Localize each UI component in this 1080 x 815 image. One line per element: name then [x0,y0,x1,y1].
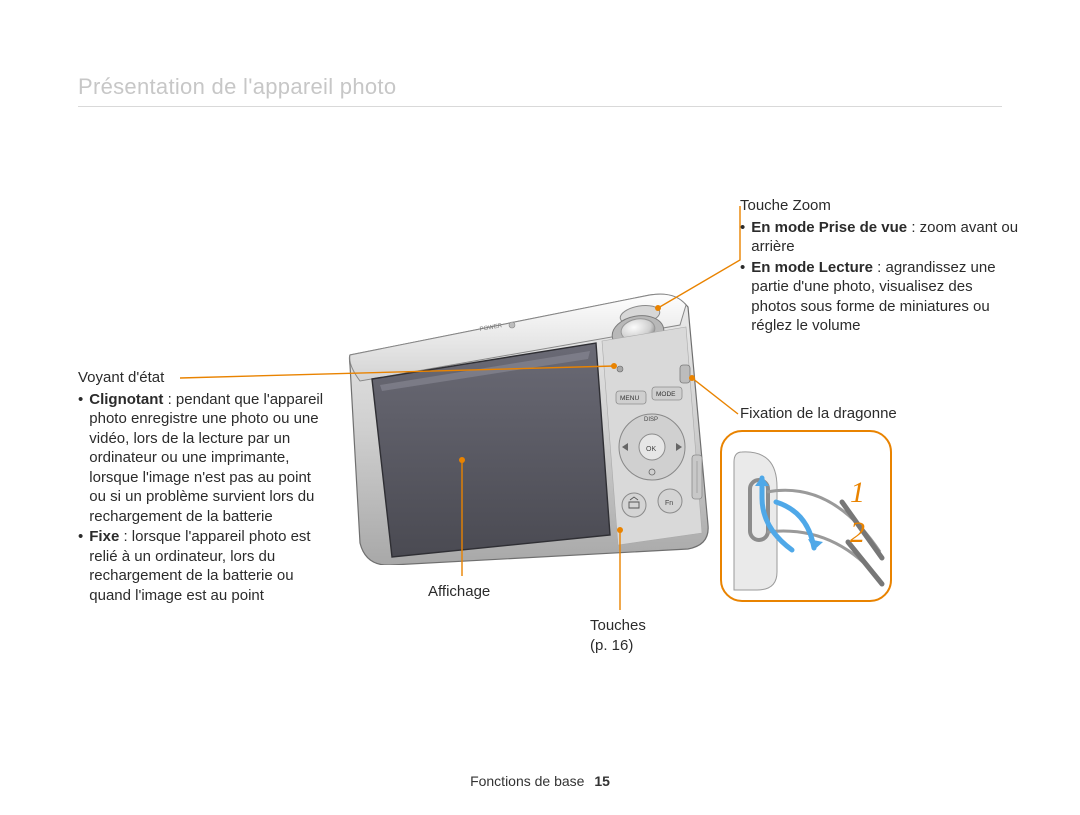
page-footer: Fonctions de base 15 [0,773,1080,789]
status-title: Voyant d'état [78,368,328,388]
label-zoom: Touche Zoom •En mode Prise de vue : zoom… [740,196,1020,336]
label-display: Affichage [428,582,490,602]
label-strap: Fixation de la dragonne [740,404,897,424]
footer-pagenum: 15 [594,773,610,789]
footer-section: Fonctions de base [470,773,584,789]
manual-page: Présentation de l'appareil photo [0,0,1080,815]
zoom-title: Touche Zoom [740,196,1020,216]
label-buttons: Touches (p. 16) [590,616,646,655]
label-status: Voyant d'état •Clignotant : pendant que … [78,368,328,605]
